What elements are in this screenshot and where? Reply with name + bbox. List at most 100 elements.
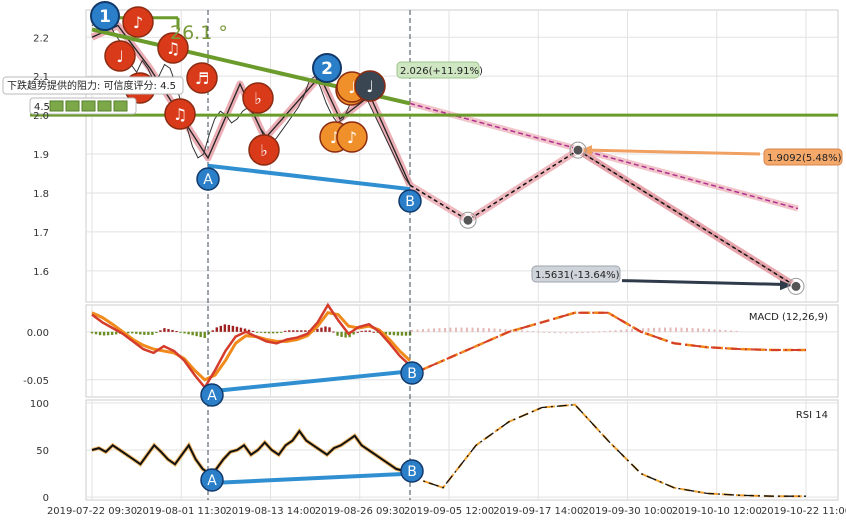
macd-bar	[320, 327, 323, 332]
macd-bar	[195, 331, 198, 337]
macd-forecast-bar	[647, 328, 650, 332]
wave-circle	[398, 189, 422, 213]
macd-forecast-bar	[680, 327, 683, 332]
support-line	[207, 163, 411, 192]
resistance-label: 下跌趋势提供的阻力: 可信度评分: 4.5	[7, 79, 176, 92]
macd-forecast-bar	[526, 330, 529, 332]
macd-bar	[151, 331, 154, 335]
macd-bar	[171, 329, 174, 332]
annotation-mid-text: 1.9092(5.48%)	[767, 153, 842, 164]
macd-forecast-bar	[493, 328, 496, 332]
macd-bar	[127, 331, 130, 334]
macd-forecast-bar	[592, 331, 595, 333]
macd-bar	[376, 331, 379, 333]
macd-bar	[356, 331, 359, 333]
macd-bar	[316, 328, 319, 332]
note-circle	[336, 121, 368, 153]
macd-forecast-bar	[702, 328, 705, 332]
note-icon: ♭	[260, 141, 268, 160]
macd-forecast-bar	[548, 331, 551, 333]
annotation-low: 1.5631(-13.64%)	[531, 265, 621, 283]
note-icon: ♬	[195, 69, 209, 88]
macd-forecast-bar	[609, 330, 611, 332]
note-circle	[122, 6, 154, 38]
note-icon: ♫	[166, 39, 180, 58]
macd-bar	[372, 331, 375, 333]
macd-forecast-bar	[411, 329, 413, 332]
macd-bar	[207, 331, 210, 335]
macd-bar	[336, 331, 339, 336]
macd-bar	[328, 327, 331, 332]
macd-bar	[279, 331, 283, 333]
macd-forecast-signal	[409, 311, 806, 377]
rsi-forecast-line	[409, 404, 806, 497]
macd-line	[91, 302, 411, 390]
y-tick-labels: 2.2 2.1 2.0 1.9 1.8 1.7 1.6 0.00 -0.05 100 50 0	[23, 33, 49, 504]
trend-forecast-line	[409, 102, 799, 210]
macd-forecast-bar	[719, 329, 721, 332]
macd-forecast-bar	[477, 327, 479, 332]
macd-bar	[163, 328, 166, 332]
rsi-title: RSI 14	[796, 410, 828, 421]
macd-bar	[90, 331, 94, 334]
macd-forecast-bar	[620, 329, 622, 332]
wave-text: B	[407, 366, 417, 382]
macd-forecast-bar	[455, 327, 457, 332]
macd-bar	[175, 331, 178, 333]
arrow-low	[621, 279, 786, 286]
macd-bar	[255, 331, 259, 333]
macd-forecast-bar	[438, 328, 441, 332]
macd-bar	[267, 331, 271, 334]
note-circle	[157, 32, 189, 64]
macd-bar	[199, 331, 202, 338]
note-marker: ♩	[104, 40, 136, 72]
wave-circle	[200, 383, 224, 407]
macd-bar	[304, 330, 307, 332]
note-icon: ♫	[173, 105, 187, 124]
macd-bar	[143, 331, 146, 335]
macd-bar	[300, 330, 303, 332]
macd-bar	[340, 331, 343, 337]
macd-forecast-bar	[631, 329, 633, 332]
macd-forecast-bar	[504, 329, 507, 332]
note-circle	[186, 62, 218, 94]
macd-bar	[139, 331, 142, 335]
macd-bar	[159, 330, 162, 332]
annotation-high-text: 2.026(+11.91%)	[400, 66, 483, 77]
x-tick-label: 2019-09-30 10:00	[582, 506, 672, 517]
macd-forecast-bar	[449, 327, 452, 332]
macd-forecast-bar	[427, 328, 430, 332]
macd-forecast-bar	[614, 330, 617, 332]
macd-forecast-bar	[576, 332, 578, 334]
macd-bar	[404, 331, 408, 336]
macd-bar	[179, 331, 182, 333]
macd-bar	[384, 331, 388, 335]
macd-forecast-bar	[653, 327, 655, 332]
macd-bar	[352, 331, 355, 335]
macd-forecast-bar	[471, 327, 474, 332]
macd-bar	[271, 331, 275, 334]
macd-tick-label: 0.00	[27, 328, 49, 339]
rsi-tick-label: 50	[36, 446, 49, 457]
macd-bar	[243, 328, 247, 332]
x-tick-label: 2019-10-22 11:00	[761, 506, 846, 517]
macd-forecast-bar	[482, 327, 485, 332]
macd-bar	[247, 329, 251, 332]
macd-forecast-bar	[669, 327, 672, 332]
note-marker: ♬	[186, 62, 218, 94]
macd-bar	[263, 331, 267, 334]
wave-text: 1	[99, 7, 111, 27]
annotation-low-text: 1.5631(-13.64%)	[535, 270, 620, 281]
note-circle	[354, 70, 386, 102]
macd-bar	[292, 330, 295, 332]
macd-bar	[131, 331, 134, 334]
macd-bar	[203, 331, 206, 338]
forecast-node	[462, 214, 474, 226]
note-icon: ♪	[330, 128, 340, 147]
price-tick-label: 1.7	[33, 228, 49, 239]
wave-label: 1	[90, 1, 120, 31]
price-tick-label: 2.2	[33, 33, 49, 44]
rating-box	[81, 100, 96, 112]
